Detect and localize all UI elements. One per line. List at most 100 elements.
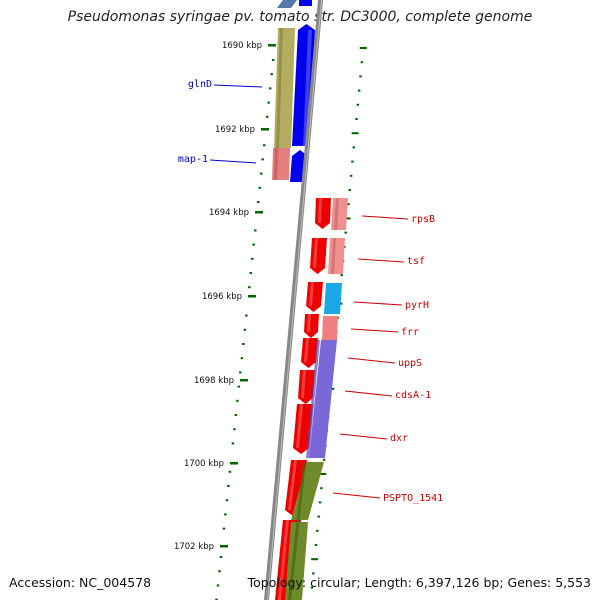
minor-tick (248, 286, 251, 289)
gene-arrow-reverse-3 (306, 282, 323, 312)
outer-minor-tick (347, 203, 350, 206)
gene-label-leader (209, 159, 257, 164)
gene-shade (334, 198, 339, 230)
minor-tick (258, 186, 261, 189)
gene-block (277, 0, 297, 8)
outer-minor-tick (356, 103, 360, 106)
minor-tick (243, 328, 247, 331)
minor-tick (237, 385, 241, 388)
minor-tick (240, 357, 244, 360)
ruler-labels: 1690 kbp 1692 kbp 1694 kbp 1696 kbp 1698 kbp… (174, 41, 262, 552)
gene-label-leader (357, 258, 405, 263)
minor-tick (259, 172, 263, 175)
gene-label-leader (361, 215, 409, 220)
gene-label-uppS: uppS (398, 358, 422, 369)
gene-label-leader (339, 433, 388, 440)
major-tick (261, 128, 269, 131)
minor-tick (231, 442, 235, 445)
outer-minor-tick (349, 174, 353, 177)
gene-arrow-reverse-2 (310, 238, 327, 274)
gene-label-cdsA-1: cdsA-1 (395, 390, 431, 401)
outer-major-tick (359, 47, 367, 49)
outer-major-tick (343, 217, 351, 220)
ruler-label: 1694 kbp (209, 208, 249, 218)
minor-tick (242, 343, 245, 345)
product-block-tsf (328, 238, 345, 274)
ruler-label: 1692 kbp (215, 125, 255, 135)
minor-tick (219, 556, 223, 558)
ruler-label: 1702 kbp (174, 542, 214, 552)
gene-label-pyrH: pyrH (405, 300, 429, 311)
outer-minor-tick (320, 487, 323, 490)
gene-label-rpsB: rpsB (411, 214, 435, 225)
gene-label-map-1: map-1 (178, 154, 208, 165)
outer-minor-tick (314, 544, 318, 546)
gene-label-frr: frr (401, 327, 419, 338)
minor-tick (233, 428, 236, 431)
gene-highlight (318, 198, 322, 223)
map-title: Pseudomonas syringae pv. tomato str. DC3… (67, 9, 533, 25)
outer-major-tick (311, 558, 319, 561)
minor-tick (268, 87, 272, 90)
ruler-label: 1696 kbp (202, 292, 242, 302)
minor-tick (218, 570, 221, 573)
minor-tick (262, 144, 266, 147)
gene-highlight (304, 338, 309, 362)
major-tick (248, 295, 256, 298)
outer-major-tick (319, 473, 327, 475)
outer-minor-tick (312, 572, 315, 575)
outer-minor-tick (310, 586, 314, 589)
gene-highlight (303, 30, 312, 146)
minor-tick (249, 272, 253, 274)
outer-minor-tick (318, 501, 322, 504)
minor-tick (228, 470, 232, 473)
minor-tick (252, 243, 256, 246)
product-block-pyrH (324, 283, 342, 314)
minor-tick (225, 499, 229, 502)
gene-highlight (307, 314, 311, 332)
outer-minor-tick (348, 189, 351, 191)
gene-label-leader (344, 390, 393, 397)
minor-tick (261, 158, 264, 161)
outer-minor-tick (344, 231, 347, 234)
outer-minor-tick (355, 118, 358, 120)
minor-tick (224, 513, 227, 516)
major-tick (220, 545, 228, 548)
accession-text: Accession: NC_004578 (9, 575, 152, 590)
gene-label-dxr: dxr (390, 433, 408, 444)
product-block-uppS-dxr (309, 340, 337, 458)
sequence-backbone (264, 0, 323, 600)
minor-tick (227, 485, 230, 487)
gene-highlight (288, 460, 297, 510)
product-block-rpsB (331, 198, 348, 230)
gene-highlight (313, 238, 318, 268)
genome-summary-text: Topology: circular; Length: 6,397,126 bp… (247, 575, 591, 590)
outer-minor-tick (352, 146, 356, 149)
gene-shade (288, 462, 306, 600)
minor-tick (236, 399, 239, 402)
gene-arrow-top (299, 0, 312, 6)
minor-tick (271, 59, 275, 61)
product-block-frr (322, 316, 338, 340)
outer-minor-tick (359, 75, 362, 78)
gene-feature-tracks (272, 0, 348, 600)
minor-tick (251, 257, 254, 260)
gene-label-leader (350, 328, 399, 333)
ruler-label: 1700 kbp (184, 459, 224, 469)
gene-label-tsf: tsf (407, 256, 425, 267)
gene-highlight (309, 282, 314, 306)
gene-label-leader (213, 84, 263, 88)
minor-tick (245, 314, 248, 317)
gene-label-glnD: glnD (188, 79, 212, 90)
minor-tick (216, 584, 220, 587)
minor-tick (215, 598, 218, 600)
minor-tick (270, 73, 273, 76)
gene-label-leader (332, 492, 381, 499)
outer-minor-ticks (310, 47, 367, 589)
gene-highlight (296, 404, 303, 448)
major-tick (255, 211, 263, 214)
outer-minor-tick (357, 89, 361, 92)
minor-tick (267, 101, 270, 104)
